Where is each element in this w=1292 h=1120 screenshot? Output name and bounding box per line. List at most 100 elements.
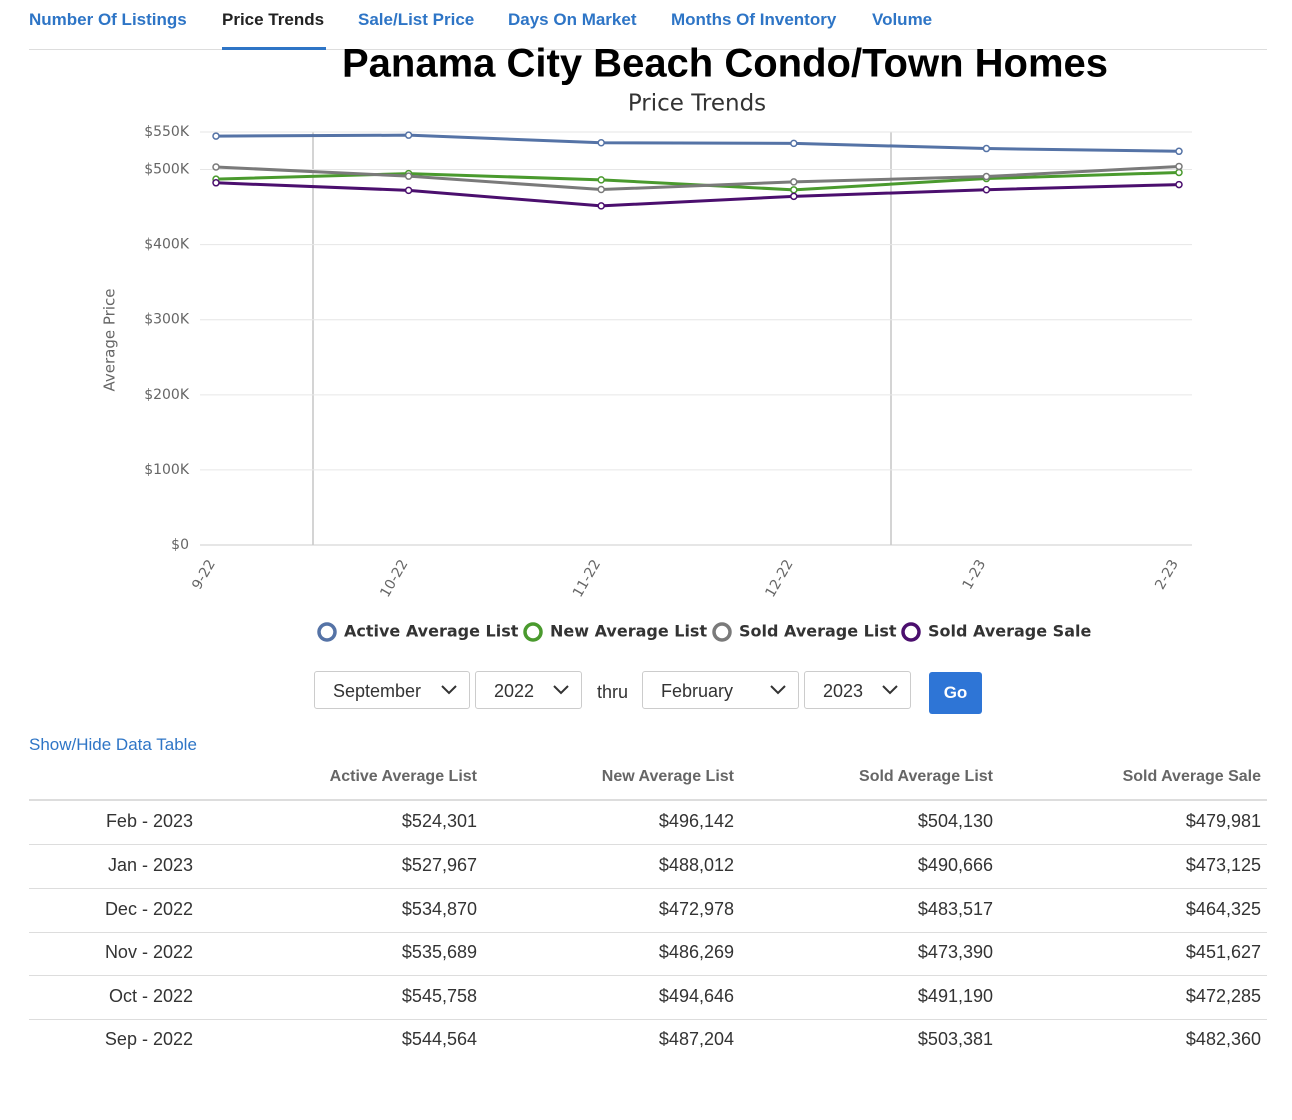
chart: Panama City Beach Condo/Town Homes Price…	[101, 42, 1192, 642]
row-separator	[29, 888, 1267, 889]
table-header: Sold Average List	[859, 768, 993, 785]
data-point	[212, 163, 220, 171]
data-point	[1175, 180, 1183, 189]
y-tick-label: $0	[171, 537, 189, 553]
select[interactable]: February	[642, 671, 799, 709]
nav-tab[interactable]: Price Trends	[222, 10, 325, 29]
nav-tab[interactable]: Volume	[872, 10, 933, 29]
table-cell: $527,967	[401, 855, 477, 875]
data-point	[597, 176, 605, 184]
chart-subtitle: Price Trends	[628, 91, 766, 117]
table-cell: $482,360	[1185, 1029, 1261, 1049]
legend-label: Sold Average Sale	[928, 622, 1091, 641]
tab-divider	[29, 49, 1267, 50]
chevron	[553, 685, 569, 695]
y-tick-label: $100K	[144, 462, 190, 478]
table-header: Sold Average Sale	[1122, 768, 1261, 785]
select-value: February	[661, 681, 734, 701]
select[interactable]: 2023	[804, 671, 911, 709]
row-label: Oct - 2022	[108, 986, 193, 1006]
select-value: September	[333, 681, 422, 701]
data-point	[790, 139, 798, 148]
x-tick-label: 10-22	[377, 557, 411, 600]
data-point	[597, 185, 605, 194]
table-header-rule	[29, 799, 1267, 801]
chevron	[882, 685, 898, 695]
y-tick-label: $550K	[144, 124, 190, 140]
table-header: New Average List	[601, 768, 734, 785]
table-cell: $473,390	[917, 942, 993, 962]
legend-marker	[523, 622, 543, 642]
nav-tab[interactable]: Number Of Listings	[29, 10, 187, 29]
data-point	[1175, 168, 1183, 177]
data-point	[982, 172, 991, 181]
row-label: Feb - 2023	[105, 811, 193, 831]
table-cell: $490,666	[917, 855, 993, 875]
nav-tab[interactable]: Sale/List Price	[358, 10, 475, 29]
row-separator	[29, 844, 1267, 845]
row-label: Sep - 2022	[104, 1029, 193, 1049]
table-cell: $472,285	[1185, 986, 1261, 1006]
select[interactable]: 2022	[475, 671, 582, 709]
table-cell: $491,190	[917, 986, 993, 1006]
series-line	[215, 181, 1180, 208]
y-axis-title: Average Price	[101, 289, 119, 392]
table-cell: $535,689	[401, 942, 477, 962]
table-cell: $486,269	[658, 942, 734, 962]
x-tick-label: 11-22	[570, 557, 604, 600]
y-tick-label: $400K	[144, 237, 190, 253]
row-label: Jan - 2023	[107, 855, 193, 875]
legend-label: Active Average List	[344, 622, 519, 641]
x-tick-label: 2-23	[1152, 557, 1182, 593]
table-cell: $503,381	[917, 1029, 993, 1049]
data-point	[982, 144, 991, 153]
table-cell: $487,204	[658, 1029, 734, 1049]
y-tick-label: $300K	[144, 312, 190, 328]
thru-label: thru	[597, 682, 629, 702]
table-cell: $451,627	[1185, 942, 1261, 962]
table-cell: $472,978	[658, 899, 734, 919]
select[interactable]: September	[314, 671, 470, 709]
x-tick-label: 1-23	[960, 557, 990, 593]
row-separator	[29, 1019, 1267, 1020]
data-point	[404, 131, 413, 139]
x-tick-label: 12-22	[763, 557, 797, 600]
data-point	[597, 138, 605, 147]
series-line	[215, 164, 1180, 192]
legend-marker	[317, 622, 337, 642]
x-tick-label: 9-22	[189, 557, 219, 593]
data-point	[597, 202, 605, 210]
chart-title: Panama City Beach Condo/Town Homes	[342, 42, 1108, 86]
toggle-table-link[interactable]: Show/Hide Data Table	[29, 735, 197, 754]
active-tab-underline	[222, 47, 326, 50]
row-separator	[29, 975, 1267, 976]
chevron	[441, 685, 457, 695]
table-cell: $494,646	[658, 986, 734, 1006]
legend-label: New Average List	[550, 622, 707, 641]
table-cell: $534,870	[401, 899, 477, 919]
table-cell: $544,564	[401, 1029, 477, 1049]
data-point	[1175, 162, 1183, 171]
series-line	[215, 133, 1180, 153]
y-tick-label: $200K	[144, 387, 190, 403]
table-cell: $473,125	[1185, 855, 1261, 875]
table-cell: $483,517	[917, 899, 993, 919]
data-point	[404, 186, 413, 195]
row-label: Nov - 2022	[104, 942, 193, 962]
table-cell: $504,130	[917, 811, 993, 831]
table-cell: $524,301	[401, 811, 477, 831]
data-point	[212, 132, 220, 140]
nav-tab[interactable]: Months Of Inventory	[671, 10, 837, 29]
chevron	[770, 685, 786, 695]
y-tick-label: $500K	[144, 162, 190, 178]
table-cell: $488,012	[658, 855, 734, 875]
data-point	[790, 186, 798, 194]
nav-tab[interactable]: Days On Market	[508, 10, 637, 29]
row-separator	[29, 932, 1267, 933]
data-point	[212, 179, 220, 187]
data-point	[404, 172, 413, 180]
table-cell: $496,142	[658, 811, 734, 831]
table-cell: $545,758	[401, 986, 477, 1006]
go-button[interactable]: Go	[929, 672, 982, 714]
